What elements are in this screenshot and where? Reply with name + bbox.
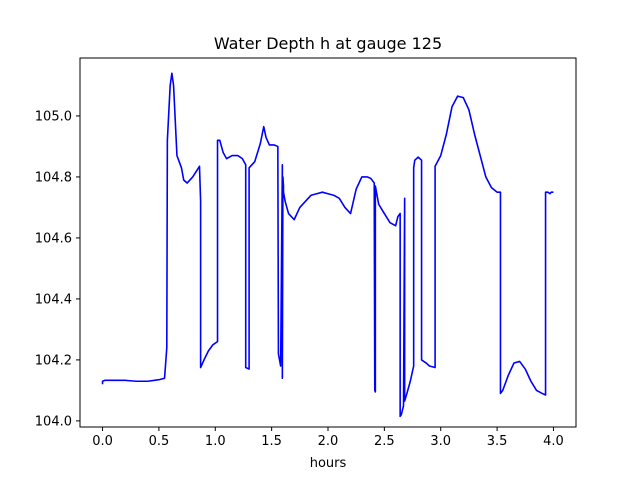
x-axis: 0.0 0.5 1.0 1.5 2.0 2.5 3.0 3.5 4.0 [92, 427, 564, 449]
x-tick-label: 2.5 [374, 434, 395, 449]
x-axis-label: hours [310, 456, 347, 471]
y-tick-label: 104.8 [35, 170, 72, 185]
x-tick-label: 1.5 [261, 434, 282, 449]
y-tick-label: 105.0 [35, 109, 72, 124]
chart-title: Water Depth h at gauge 125 [214, 34, 442, 53]
y-tick-label: 104.6 [35, 231, 72, 246]
x-tick-label: 4.0 [543, 434, 564, 449]
y-tick-label: 104.0 [35, 414, 72, 429]
x-tick-label: 2.0 [318, 434, 339, 449]
plot-area [101, 72, 554, 418]
y-tick-label: 104.4 [35, 292, 72, 307]
x-tick-label: 1.0 [205, 434, 226, 449]
x-tick-label: 3.0 [430, 434, 451, 449]
x-tick-label: 0.5 [149, 434, 170, 449]
y-axis: 104.0 104.2 104.4 104.6 104.8 105.0 [35, 109, 80, 429]
y-tick-label: 104.2 [35, 353, 72, 368]
x-tick-label: 3.5 [487, 434, 508, 449]
series-line-0 [101, 72, 554, 418]
x-tick-label: 0.0 [92, 434, 113, 449]
